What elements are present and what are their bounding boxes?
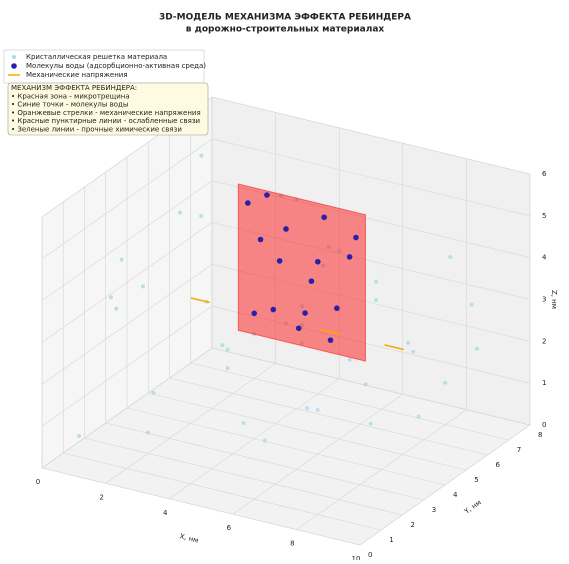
chart: 3D-МОДЕЛЬ МЕХАНИЗМА ЭФФЕКТА РЕБИНДЕРА в …: [0, 0, 569, 560]
chart-title: 3D-МОДЕЛЬ МЕХАНИЗМА ЭФФЕКТА РЕБИНДЕРА: [159, 13, 411, 23]
lattice-point: [316, 408, 320, 412]
water-molecule: [315, 259, 321, 265]
y-tick-label: 6: [496, 461, 501, 469]
x-tick-label: 2: [99, 493, 103, 501]
x-tick-label: 10: [352, 555, 361, 560]
z-tick-label: 5: [542, 212, 546, 220]
lattice-point: [146, 430, 150, 434]
water-molecule: [309, 278, 315, 284]
water-molecule: [264, 192, 270, 198]
lattice-point: [241, 421, 245, 425]
y-tick-label: 8: [538, 431, 542, 439]
lattice-point: [199, 214, 203, 218]
lattice-point: [448, 255, 452, 259]
z-tick-label: 0: [542, 421, 546, 429]
legend-label: Молекулы воды (адсорбционно-активная сре…: [26, 62, 206, 70]
lattice-point: [369, 422, 373, 426]
water-molecule: [283, 226, 289, 232]
lattice-point: [199, 154, 203, 158]
annotation-line: • Красная зона - микротрещина: [11, 92, 130, 100]
water-molecule: [334, 305, 340, 311]
crack-zone: [238, 184, 365, 361]
lattice-point: [411, 350, 415, 354]
annotation-line: • Красные пунктирные линии - ослабленные…: [11, 117, 200, 125]
water-molecule: [245, 200, 251, 206]
z-tick-label: 6: [542, 170, 547, 178]
y-tick-label: 4: [453, 491, 458, 499]
z-tick-label: 3: [542, 296, 546, 304]
annotation-line: МЕХАНИЗМ ЭФФЕКТА РЕБИНДЕРА:: [11, 84, 137, 92]
lattice-point: [226, 366, 230, 370]
x-tick-label: 0: [36, 478, 40, 486]
lattice-point: [374, 298, 378, 302]
water-molecule: [296, 325, 302, 331]
z-tick-label: 4: [542, 254, 547, 262]
z-axis-label: Z, нм: [550, 290, 558, 309]
water-molecule: [277, 258, 283, 264]
y-tick-label: 0: [368, 551, 372, 559]
legend-swatch: [11, 63, 17, 69]
y-tick-label: 5: [474, 476, 478, 484]
lattice-point: [443, 381, 447, 385]
lattice-point: [417, 415, 421, 419]
lattice-point: [120, 258, 124, 262]
y-axis-label: Y, нм: [462, 498, 483, 516]
x-axis-label: X, нм: [179, 532, 199, 544]
lattice-point: [348, 358, 352, 362]
annotation-line: • Оранжевые стрелки - механические напря…: [11, 109, 201, 117]
water-molecule: [328, 337, 334, 343]
lattice-point: [114, 307, 118, 311]
water-molecule: [270, 307, 276, 313]
water-molecule: [321, 214, 327, 220]
annotation-line: • Синие точки - молекулы воды: [11, 101, 128, 109]
lattice-point: [305, 406, 309, 410]
y-tick-label: 3: [432, 506, 436, 514]
legend-swatch: [12, 55, 16, 59]
lattice-point: [178, 210, 182, 214]
water-molecule: [258, 237, 264, 243]
lattice-point: [364, 382, 368, 386]
y-tick-label: 7: [517, 446, 521, 454]
legend: Кристаллическая решетка материалаМолекул…: [4, 50, 206, 83]
chart-subtitle: в дорожно-строительных материалах: [186, 25, 385, 35]
y-tick-label: 1: [389, 536, 393, 544]
lattice-point: [263, 439, 267, 443]
lattice-point: [226, 348, 230, 352]
lattice-point: [141, 284, 145, 288]
lattice-point: [475, 347, 479, 351]
z-tick-label: 1: [542, 379, 546, 387]
water-molecule: [347, 254, 353, 260]
legend-label: Кристаллическая решетка материала: [26, 53, 167, 61]
z-tick-label: 2: [542, 337, 546, 345]
x-tick-label: 4: [163, 509, 168, 517]
x-tick-label: 8: [290, 540, 294, 548]
water-molecule: [353, 235, 359, 241]
annotation-line: • Зеленые линии - прочные химические свя…: [11, 126, 182, 134]
lattice-point: [151, 391, 155, 395]
lattice-point: [109, 295, 113, 299]
lattice-point: [406, 341, 410, 345]
annotation-box: МЕХАНИЗМ ЭФФЕКТА РЕБИНДЕРА:• Красная зон…: [8, 83, 208, 135]
lattice-point: [470, 303, 474, 307]
water-molecule: [302, 310, 308, 316]
legend-label: Механические напряжения: [26, 71, 128, 79]
lattice-point: [220, 343, 224, 347]
lattice-point: [77, 434, 81, 438]
x-tick-label: 6: [227, 524, 232, 532]
y-tick-label: 2: [411, 521, 415, 529]
water-molecule: [251, 311, 257, 317]
lattice-point: [374, 280, 378, 284]
